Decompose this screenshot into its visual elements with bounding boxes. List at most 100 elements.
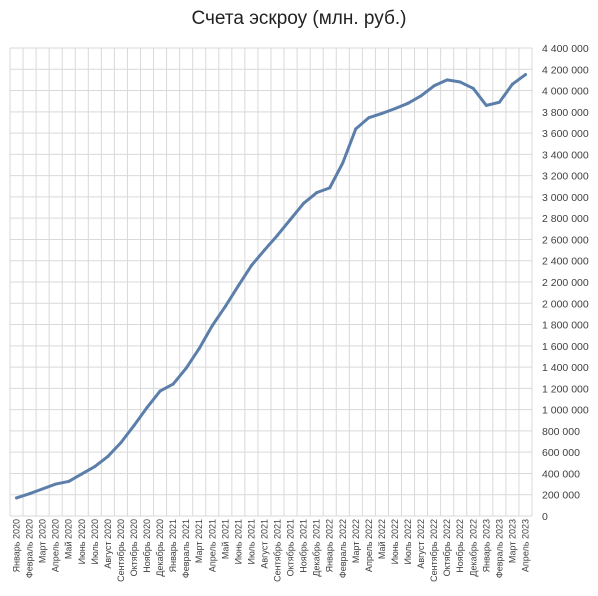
- data-point: [67, 479, 71, 483]
- y-tick-label: 600 000: [542, 447, 580, 459]
- data-point: [54, 482, 58, 486]
- data-point: [510, 82, 514, 86]
- y-tick-label: 4 400 000: [542, 43, 589, 55]
- x-tick-label: Сентябрь 2022: [429, 519, 439, 582]
- x-tick-label: Декабрь 2021: [312, 519, 322, 577]
- y-tick-label: 2 800 000: [542, 213, 589, 225]
- data-point: [80, 472, 84, 476]
- x-tick-label: Январь 2023: [481, 519, 491, 572]
- series-line: [15, 73, 527, 500]
- chart-title: Счета эскроу (млн. руб.): [191, 8, 407, 29]
- x-tick-label: Ноябрь 2022: [455, 519, 465, 573]
- data-point: [380, 111, 384, 115]
- data-point: [15, 496, 19, 500]
- data-point: [249, 264, 253, 268]
- x-tick-label: Март 2020: [38, 519, 48, 563]
- data-point: [523, 73, 527, 77]
- data-point: [432, 84, 436, 88]
- x-tick-label: Июнь 2022: [390, 519, 400, 564]
- data-point: [197, 346, 201, 350]
- data-point: [341, 161, 345, 165]
- y-tick-label: 200 000: [542, 490, 580, 502]
- x-tick-label: Октябрь 2022: [442, 519, 452, 576]
- x-tick-label: Апрель 2020: [51, 519, 61, 572]
- y-tick-label: 1 600 000: [542, 341, 589, 353]
- data-point: [276, 233, 280, 237]
- x-tick-label: Декабрь 2022: [468, 519, 478, 577]
- data-point: [315, 191, 319, 195]
- x-tick-label: Март 2023: [507, 519, 517, 563]
- data-point: [132, 424, 136, 428]
- data-point: [393, 107, 397, 111]
- data-point: [419, 94, 423, 98]
- x-tick-label: Июль 2020: [90, 519, 100, 564]
- y-tick-label: 1 400 000: [542, 362, 589, 374]
- data-point: [484, 103, 488, 107]
- y-tick-label: 1 200 000: [542, 383, 589, 395]
- data-point: [406, 101, 410, 105]
- data-point: [497, 100, 501, 104]
- data-point: [158, 389, 162, 393]
- data-point: [171, 382, 175, 386]
- y-tick-label: 1 000 000: [542, 405, 589, 417]
- x-tick-label: Февраль 2020: [25, 519, 35, 578]
- data-point: [236, 284, 240, 288]
- data-point: [445, 78, 449, 82]
- x-tick-label: Июнь 2020: [77, 519, 87, 564]
- y-tick-label: 3 600 000: [542, 128, 589, 140]
- x-tick-label: Май 2021: [220, 519, 230, 559]
- data-point: [119, 441, 123, 445]
- data-point: [471, 86, 475, 90]
- x-tick-label: Декабрь 2020: [155, 519, 165, 577]
- y-tick-label: 2 600 000: [542, 234, 589, 246]
- data-point: [262, 248, 266, 252]
- y-tick-label: 4 200 000: [542, 64, 589, 76]
- y-tick-label: 2 400 000: [542, 256, 589, 268]
- x-tick-label: Январь 2020: [12, 519, 22, 572]
- y-tick-label: 3 200 000: [542, 171, 589, 183]
- x-tick-label: Июль 2022: [403, 519, 413, 564]
- x-tick-label: Март 2022: [351, 519, 361, 563]
- x-tick-label: Февраль 2021: [181, 519, 191, 578]
- data-point: [93, 465, 97, 469]
- x-tick-label: Август 2021: [259, 519, 269, 569]
- y-tick-label: 0: [542, 511, 548, 523]
- x-tick-label: Апрель 2021: [207, 519, 217, 572]
- y-tick-label: 4 000 000: [542, 86, 589, 98]
- x-tick-label: Ноябрь 2020: [142, 519, 152, 573]
- horizontal-gridlines: [10, 47, 532, 517]
- x-tick-label: Октябрь 2020: [129, 519, 139, 576]
- y-tick-label: 2 200 000: [542, 277, 589, 289]
- data-point: [145, 406, 149, 410]
- x-tick-label: Ноябрь 2021: [299, 519, 309, 573]
- x-tick-label: Сентябрь 2020: [116, 519, 126, 582]
- series-group: [15, 73, 527, 500]
- data-point: [328, 186, 332, 190]
- x-axis-tick-labels: Январь 2020 Февраль 2020 Март 2020 Апрель 2…: [12, 519, 531, 582]
- x-tick-label: Август 2022: [416, 519, 426, 569]
- y-tick-label: 3 000 000: [542, 192, 589, 204]
- x-tick-label: Январь 2021: [168, 519, 178, 572]
- data-point: [458, 80, 462, 84]
- y-tick-label: 400 000: [542, 468, 580, 480]
- data-point: [41, 487, 45, 491]
- y-tick-label: 800 000: [542, 426, 580, 438]
- x-tick-label: Апрель 2023: [520, 519, 530, 572]
- x-tick-label: Январь 2022: [325, 519, 335, 572]
- data-point: [367, 116, 371, 120]
- x-tick-label: Май 2022: [377, 519, 387, 559]
- data-point: [354, 127, 358, 131]
- data-point: [302, 201, 306, 205]
- y-tick-label: 3 800 000: [542, 107, 589, 119]
- data-point: [210, 324, 214, 328]
- x-tick-label: Июнь 2021: [233, 519, 243, 564]
- y-axis-tick-labels: 0 200 000 400 000 600 000 800 000 1 000 000 1 …: [542, 43, 589, 523]
- data-point: [106, 454, 110, 458]
- x-tick-label: Март 2021: [194, 519, 204, 563]
- x-tick-label: Апрель 2022: [364, 519, 374, 572]
- data-point: [184, 366, 188, 370]
- x-tick-label: Октябрь 2021: [286, 519, 296, 576]
- data-point: [289, 217, 293, 221]
- x-tick-label: Июль 2021: [246, 519, 256, 564]
